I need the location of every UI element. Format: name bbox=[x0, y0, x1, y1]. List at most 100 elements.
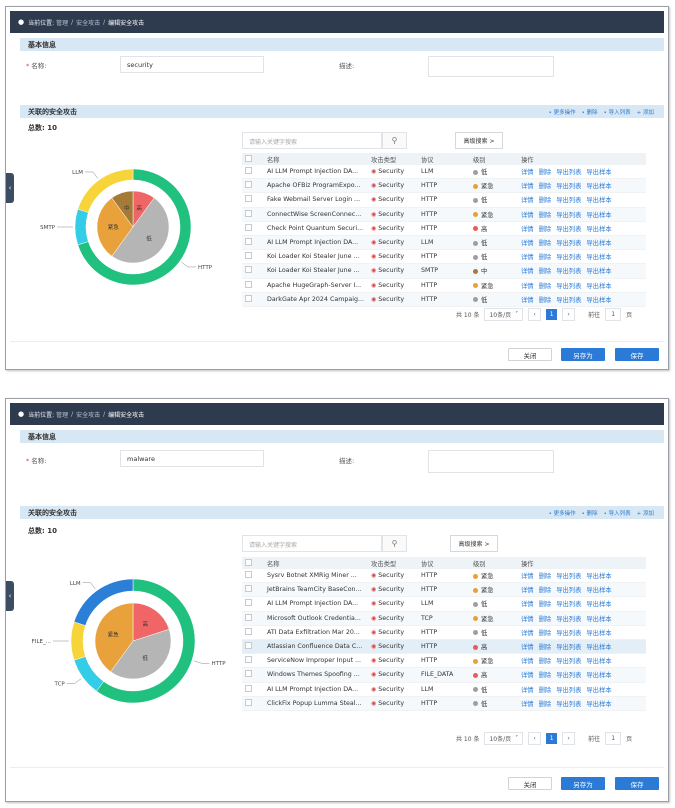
attack-name[interactable]: AI LLM Prompt Injection DA... bbox=[264, 596, 368, 612]
more-actions-link[interactable]: • 更多操作 bbox=[548, 109, 576, 116]
op-link[interactable]: 删除 bbox=[538, 658, 552, 666]
op-link[interactable]: 导出样本 bbox=[586, 644, 612, 652]
col-level[interactable]: 级别 bbox=[470, 557, 518, 569]
op-link[interactable]: 导出列表 bbox=[556, 183, 582, 191]
ring-slice-3[interactable] bbox=[73, 578, 134, 626]
op-link[interactable]: 导出列表 bbox=[556, 629, 582, 637]
op-link[interactable]: 详情 bbox=[521, 268, 534, 276]
op-link[interactable]: 详情 bbox=[521, 686, 534, 694]
op-link[interactable]: 删除 bbox=[538, 240, 552, 248]
description-field[interactable] bbox=[428, 56, 554, 77]
op-link[interactable]: 导出样本 bbox=[586, 183, 612, 191]
op-link[interactable]: 详情 bbox=[521, 700, 534, 708]
row-checkbox[interactable] bbox=[245, 238, 252, 246]
attack-name[interactable]: JetBrains TeamCity BaseCon... bbox=[264, 582, 368, 598]
pie-slice-1[interactable] bbox=[110, 628, 172, 680]
op-link[interactable]: 详情 bbox=[521, 658, 534, 666]
table-row[interactable]: AI LLM Prompt Injection DA... ◉ Security LL… bbox=[242, 596, 646, 612]
collapse-toggle[interactable]: ‹ bbox=[6, 581, 14, 611]
row-checkbox[interactable] bbox=[245, 294, 252, 302]
ring-slice-0[interactable] bbox=[77, 168, 192, 286]
op-link[interactable]: 导出样本 bbox=[586, 601, 612, 609]
row-checkbox[interactable] bbox=[245, 571, 252, 579]
collapse-toggle[interactable]: ‹ bbox=[6, 173, 14, 203]
breadcrumb-item[interactable]: 安全攻击 bbox=[76, 411, 101, 419]
op-link[interactable]: 删除 bbox=[538, 672, 552, 680]
row-checkbox[interactable] bbox=[245, 656, 252, 664]
col-type[interactable]: 攻击类型 bbox=[368, 557, 418, 569]
table-row[interactable]: Koi Loader Koi Stealer June ... ◉ Security… bbox=[242, 263, 646, 279]
name-field[interactable]: malware bbox=[120, 450, 264, 467]
pie-slice-0[interactable] bbox=[132, 602, 170, 642]
table-row[interactable]: Microsoft Outlook Credentia... ◉ Security T… bbox=[242, 611, 646, 626]
attack-name[interactable]: AI LLM Prompt Injection DA... bbox=[264, 165, 368, 180]
row-checkbox[interactable] bbox=[245, 627, 252, 635]
add-link[interactable]: + 添加 bbox=[636, 510, 654, 517]
save-as-button[interactable]: 另存为 bbox=[561, 348, 605, 361]
op-link[interactable]: 详情 bbox=[521, 282, 534, 290]
row-checkbox[interactable] bbox=[245, 280, 252, 288]
op-link[interactable]: 导出列表 bbox=[556, 686, 582, 694]
op-link[interactable]: 删除 bbox=[538, 296, 552, 304]
attack-name[interactable]: Apache HugeGraph-Server I... bbox=[264, 278, 368, 293]
delete-link[interactable]: • 删除 bbox=[581, 510, 598, 517]
op-link[interactable]: 详情 bbox=[521, 197, 534, 205]
op-link[interactable]: 导出列表 bbox=[556, 644, 582, 652]
table-row[interactable]: JetBrains TeamCity BaseCon... ◉ Security HT… bbox=[242, 582, 646, 598]
table-row[interactable]: Apache HugeGraph-Server I... ◉ Security HTT… bbox=[242, 278, 646, 293]
op-link[interactable]: 导出列表 bbox=[556, 573, 582, 581]
op-link[interactable]: 删除 bbox=[538, 686, 552, 694]
op-link[interactable]: 导出列表 bbox=[556, 268, 582, 276]
select-all-checkbox[interactable] bbox=[245, 154, 252, 162]
row-checkbox[interactable] bbox=[245, 698, 252, 706]
op-link[interactable]: 导出样本 bbox=[586, 240, 612, 248]
op-link[interactable]: 导出列表 bbox=[556, 700, 582, 708]
row-checkbox[interactable] bbox=[245, 613, 252, 621]
breadcrumb-item[interactable]: 安全攻击 bbox=[76, 19, 101, 27]
pie-slice-1[interactable] bbox=[111, 197, 170, 264]
pie-slice-2[interactable] bbox=[96, 197, 134, 257]
attack-name[interactable]: AI LLM Prompt Injection DA... bbox=[264, 235, 368, 251]
op-link[interactable]: 导出样本 bbox=[586, 254, 612, 262]
op-link[interactable]: 导出样本 bbox=[586, 211, 612, 219]
row-checkbox[interactable] bbox=[245, 266, 252, 274]
delete-link[interactable]: • 删除 bbox=[581, 109, 598, 116]
op-link[interactable]: 导出列表 bbox=[556, 169, 582, 177]
prev-page-button[interactable]: ‹ bbox=[528, 732, 542, 745]
op-link[interactable]: 导出样本 bbox=[586, 700, 612, 708]
pie-slice-2[interactable] bbox=[94, 602, 134, 673]
op-link[interactable]: 导出列表 bbox=[556, 282, 582, 290]
op-link[interactable]: 导出样本 bbox=[586, 615, 612, 623]
row-checkbox[interactable] bbox=[245, 642, 252, 650]
row-checkbox[interactable] bbox=[245, 599, 252, 607]
table-row[interactable]: AI LLM Prompt Injection DA... ◉ Security LL… bbox=[242, 682, 646, 697]
next-page-button[interactable]: › bbox=[562, 308, 576, 321]
table-row[interactable]: DarkGate Apr 2024 Campaig... ◉ Security HTT… bbox=[242, 292, 646, 307]
attack-name[interactable]: Apache OFBiz ProgramExpo... bbox=[264, 178, 368, 194]
op-link[interactable]: 删除 bbox=[538, 587, 552, 595]
save-button[interactable]: 保存 bbox=[615, 777, 659, 790]
close-button[interactable]: 关闭 bbox=[508, 348, 552, 361]
op-link[interactable]: 删除 bbox=[538, 197, 552, 205]
op-link[interactable]: 导出样本 bbox=[586, 268, 612, 276]
op-link[interactable]: 详情 bbox=[521, 183, 534, 191]
next-page-button[interactable]: › bbox=[562, 732, 576, 745]
op-link[interactable]: 删除 bbox=[538, 268, 552, 276]
op-link[interactable]: 详情 bbox=[521, 644, 534, 652]
row-checkbox[interactable] bbox=[245, 252, 252, 260]
table-row[interactable]: Atlassian Confluence Data C... ◉ Security H… bbox=[242, 639, 646, 655]
op-link[interactable]: 删除 bbox=[538, 644, 552, 652]
table-row[interactable]: Windows Themes Spoofing ... ◉ Security FILE… bbox=[242, 667, 646, 683]
row-checkbox[interactable] bbox=[245, 181, 252, 189]
op-link[interactable]: 导出样本 bbox=[586, 672, 612, 680]
op-link[interactable]: 删除 bbox=[538, 169, 552, 177]
page-size-select[interactable]: 10条/页 ˅ bbox=[484, 732, 524, 745]
attack-name[interactable]: ServiceNow Improper Input ... bbox=[264, 653, 368, 669]
op-link[interactable]: 详情 bbox=[521, 296, 534, 304]
op-link[interactable]: 删除 bbox=[538, 700, 552, 708]
op-link[interactable]: 导出列表 bbox=[556, 296, 582, 304]
table-row[interactable]: AI LLM Prompt Injection DA... ◉ Security LL… bbox=[242, 165, 646, 180]
prev-page-button[interactable]: ‹ bbox=[528, 308, 542, 321]
op-link[interactable]: 导出列表 bbox=[556, 240, 582, 248]
table-row[interactable]: Apache OFBiz ProgramExpo... ◉ Security HTTP… bbox=[242, 178, 646, 194]
